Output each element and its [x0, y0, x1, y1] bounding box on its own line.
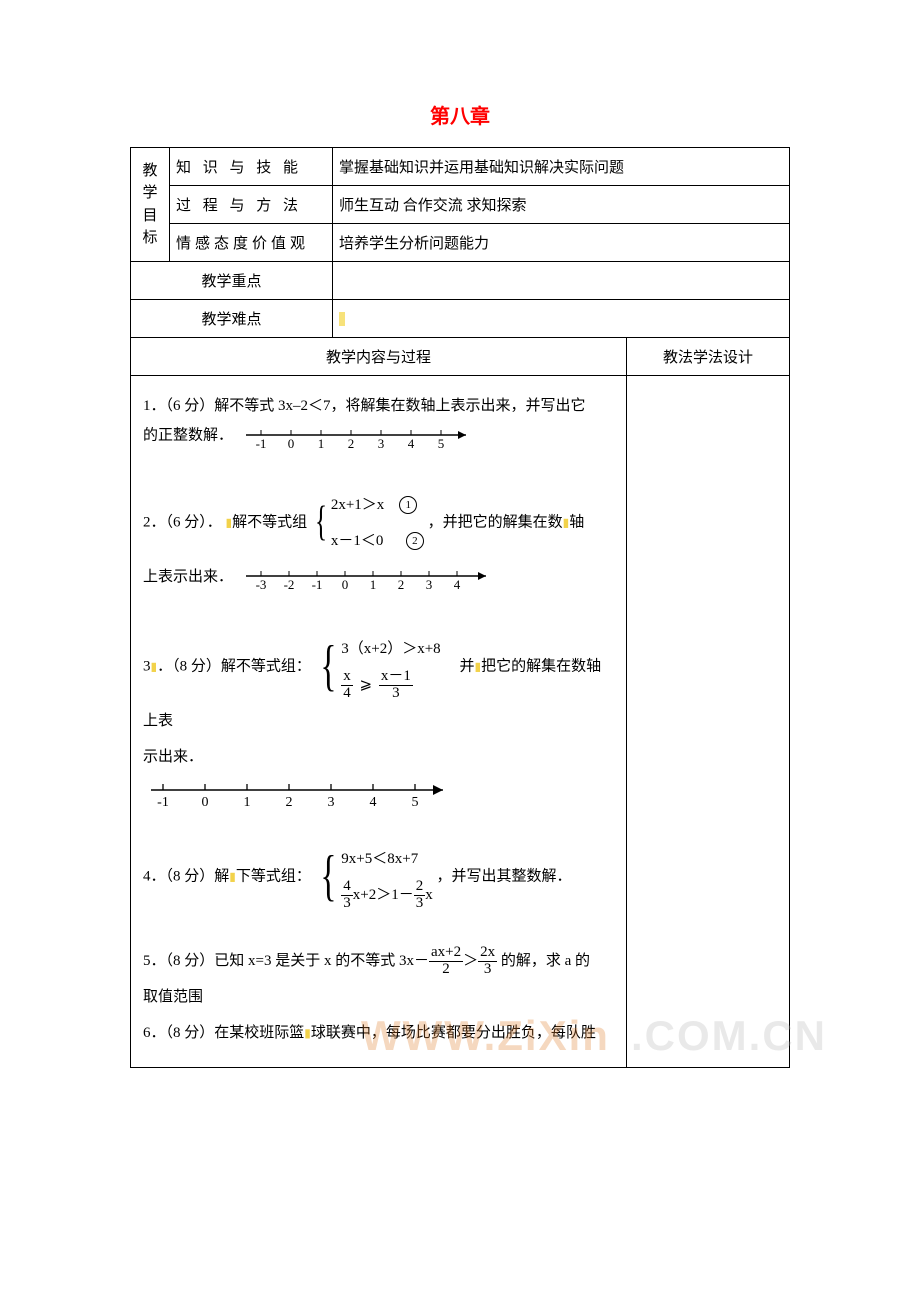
svg-text:-1: -1	[311, 577, 322, 592]
svg-text:4: 4	[454, 577, 461, 592]
goal-row-label-3: 情感态度价值观	[170, 224, 333, 262]
q2-line-b: 解不等式组	[232, 514, 307, 530]
svg-text:3: 3	[378, 436, 385, 451]
svg-text:5: 5	[438, 436, 445, 451]
q1-line-a: 1．（6 分）解不等式 3x–2＜7，将解集在数轴上表示出来，并写出它	[143, 398, 586, 414]
chapter-title: 第八章	[130, 100, 790, 129]
q6-line-b: 球联赛中，每场比赛都要分出胜负，每队胜	[311, 1025, 596, 1041]
goal-row-value-2: 师生互动 合作交流 求知探索	[333, 186, 790, 224]
yellow-marker-icon	[339, 312, 345, 326]
goals-vertical-label: 教学目标	[131, 148, 170, 262]
q5-line-a: 5．（8 分）已知 x=3 是关于 x 的不等式	[143, 953, 395, 969]
q5-line-c: 取值范围	[143, 989, 203, 1005]
q3-line-d: 示出来．	[143, 749, 203, 765]
q3-line-c: 并	[459, 658, 474, 674]
svg-text:2: 2	[286, 795, 293, 810]
svg-text:-3: -3	[255, 577, 266, 592]
svg-text:1: 1	[370, 577, 377, 592]
content-header-left: 教学内容与过程	[131, 338, 627, 376]
q4-a2: 下等式组：	[236, 868, 311, 884]
q2-line-a: 2．（6 分）．	[143, 514, 222, 530]
difficult-point-label: 教学难点	[131, 300, 333, 338]
goal-row-label-2: 过 程 与 方 法	[170, 186, 333, 224]
svg-text:0: 0	[202, 795, 209, 810]
key-point-label: 教学重点	[131, 262, 333, 300]
q6-line-a: 6．（8 分）在某校班际篮	[143, 1025, 304, 1041]
svg-text:0: 0	[288, 436, 295, 451]
number-line-3: -1 0 1 2 3 4 5	[143, 776, 463, 810]
svg-text:-1: -1	[255, 436, 266, 451]
content-body: WWW.ZiXin .COM.CN 1．（6 分）解不等式 3x–2＜7，将解集…	[131, 376, 627, 1068]
goal-row-label-1: 知 识 与 技 能	[170, 148, 333, 186]
q2-line-c: ，并把它的解集在数	[428, 514, 563, 530]
yellow-mark-icon: ▮	[304, 1026, 311, 1040]
yellow-mark-icon: ▮	[229, 869, 236, 883]
svg-text:2: 2	[398, 577, 405, 592]
svg-text:4: 4	[408, 436, 415, 451]
svg-text:0: 0	[342, 577, 349, 592]
content-header-right: 教法学法设计	[627, 338, 790, 376]
svg-text:5: 5	[412, 795, 419, 810]
key-point-value	[333, 262, 790, 300]
difficult-point-value	[333, 300, 790, 338]
lesson-table: 教学目标 知 识 与 技 能 掌握基础知识并运用基础知识解决实际问题 过 程 与…	[130, 147, 790, 1068]
q1-line-b: 的正整数解．	[143, 427, 233, 443]
svg-text:3: 3	[426, 577, 433, 592]
svg-text:-2: -2	[283, 577, 294, 592]
svg-text:4: 4	[370, 795, 377, 810]
q2-cases: { 2x+1＞x 1 x－1＜0 2	[311, 487, 424, 559]
q2-line-c2: 轴	[569, 514, 584, 530]
goal-row-value-1: 掌握基础知识并运用基础知识解决实际问题	[333, 148, 790, 186]
q2-line-d: 上表示出来．	[143, 569, 233, 585]
q4-line-c: ，并写出其整数解．	[437, 868, 572, 884]
svg-text:3: 3	[328, 795, 335, 810]
number-line-1: -1 0 1 2 3 4 5	[241, 421, 481, 451]
q5-line-b: 的解，求 a 的	[501, 953, 590, 969]
q5-inequality: 3x－ax+22＞2x3	[399, 953, 501, 969]
svg-text:2: 2	[348, 436, 355, 451]
svg-text:-1: -1	[157, 795, 169, 810]
q3-line-a2: ．（8 分）解不等式组：	[157, 658, 311, 674]
svg-text:1: 1	[244, 795, 251, 810]
q3-cases: { 3（x+2）＞x+8 x4 ⩾ x－13	[315, 631, 441, 703]
q4-line-a: 4．（8 分）解	[143, 868, 229, 884]
q4-cases: { 9x+5＜8x+7 43x+2＞1－23x	[315, 841, 433, 913]
number-line-2: -3 -2 -1 0 1 2 3 4	[241, 562, 501, 592]
goal-row-value-3: 培养学生分析问题能力	[333, 224, 790, 262]
q3-line-a: 3	[143, 658, 151, 674]
svg-text:1: 1	[318, 436, 325, 451]
method-column	[627, 376, 790, 1068]
